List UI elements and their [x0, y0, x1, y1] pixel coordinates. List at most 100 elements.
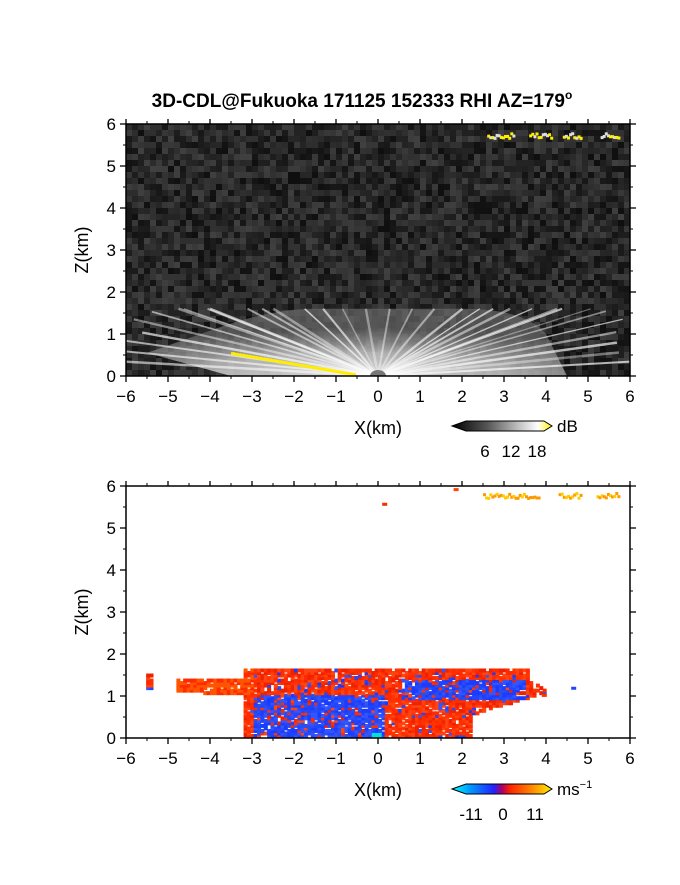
noise-cell — [612, 250, 618, 256]
noise-cell — [180, 172, 186, 178]
noise-cell — [150, 250, 156, 256]
noise-cell — [408, 250, 414, 256]
noise-cell — [624, 340, 630, 346]
noise-cell — [372, 244, 378, 250]
noise-cell — [600, 226, 606, 232]
noise-cell — [606, 208, 612, 214]
noise-cell — [384, 172, 390, 178]
noise-cell — [420, 142, 426, 148]
noise-cell — [306, 196, 312, 202]
noise-cell — [246, 292, 252, 298]
noise-cell — [426, 256, 432, 262]
noise-cell — [588, 298, 594, 304]
noise-cell — [300, 190, 306, 196]
noise-cell — [432, 202, 438, 208]
noise-cell — [408, 244, 414, 250]
noise-cell — [234, 244, 240, 250]
noise-cell — [492, 172, 498, 178]
noise-cell — [444, 190, 450, 196]
noise-cell — [222, 238, 228, 244]
noise-cell — [378, 220, 384, 226]
noise-cell — [480, 262, 486, 268]
noise-cell — [156, 160, 162, 166]
noise-cell — [234, 130, 240, 136]
noise-cell — [582, 190, 588, 196]
noise-cell — [606, 292, 612, 298]
noise-cell — [324, 226, 330, 232]
noise-cell — [426, 250, 432, 256]
noise-cell — [342, 136, 348, 142]
noise-cell — [618, 238, 624, 244]
noise-cell — [486, 238, 492, 244]
noise-cell — [474, 250, 480, 256]
noise-cell — [420, 184, 426, 190]
noise-cell — [306, 238, 312, 244]
noise-cell — [222, 190, 228, 196]
noise-cell — [420, 160, 426, 166]
elevated-echo-cell — [512, 135, 515, 138]
noise-cell — [366, 208, 372, 214]
noise-cell — [480, 280, 486, 286]
noise-cell — [456, 124, 462, 130]
noise-cell — [366, 226, 372, 232]
noise-cell — [492, 190, 498, 196]
noise-cell — [510, 178, 516, 184]
noise-cell — [318, 292, 324, 298]
noise-cell — [300, 184, 306, 190]
noise-cell — [348, 220, 354, 226]
noise-cell — [330, 124, 336, 130]
noise-cell — [612, 238, 618, 244]
noise-cell — [246, 142, 252, 148]
noise-cell — [492, 256, 498, 262]
noise-cell — [192, 166, 198, 172]
noise-cell — [450, 124, 456, 130]
noise-cell — [588, 250, 594, 256]
noise-cell — [606, 256, 612, 262]
noise-cell — [300, 208, 306, 214]
noise-cell — [174, 226, 180, 232]
noise-cell — [132, 268, 138, 274]
noise-cell — [186, 202, 192, 208]
noise-cell — [504, 274, 510, 280]
noise-cell — [144, 160, 150, 166]
noise-cell — [624, 328, 630, 334]
noise-cell — [420, 178, 426, 184]
noise-cell — [420, 268, 426, 274]
noise-cell — [444, 178, 450, 184]
noise-cell — [378, 196, 384, 202]
noise-cell — [162, 130, 168, 136]
elevated-echo-cell — [567, 136, 570, 139]
noise-cell — [618, 184, 624, 190]
noise-cell — [444, 184, 450, 190]
noise-cell — [588, 136, 594, 142]
noise-cell — [360, 130, 366, 136]
noise-cell — [486, 208, 492, 214]
noise-cell — [204, 208, 210, 214]
noise-cell — [366, 280, 372, 286]
noise-cell — [444, 214, 450, 220]
noise-cell — [270, 250, 276, 256]
noise-cell — [252, 280, 258, 286]
noise-cell — [468, 268, 474, 274]
noise-cell — [414, 136, 420, 142]
noise-cell — [306, 154, 312, 160]
noise-cell — [342, 298, 348, 304]
noise-cell — [318, 244, 324, 250]
noise-cell — [348, 202, 354, 208]
noise-cell — [486, 256, 492, 262]
noise-cell — [336, 214, 342, 220]
noise-cell — [540, 124, 546, 130]
noise-cell — [528, 262, 534, 268]
noise-cell — [582, 208, 588, 214]
noise-cell — [330, 286, 336, 292]
noise-cell — [132, 256, 138, 262]
noise-cell — [144, 172, 150, 178]
noise-cell — [456, 166, 462, 172]
noise-cell — [168, 130, 174, 136]
noise-cell — [468, 256, 474, 262]
noise-cell — [432, 220, 438, 226]
noise-cell — [222, 226, 228, 232]
noise-cell — [522, 232, 528, 238]
noise-cell — [354, 256, 360, 262]
noise-cell — [330, 136, 336, 142]
